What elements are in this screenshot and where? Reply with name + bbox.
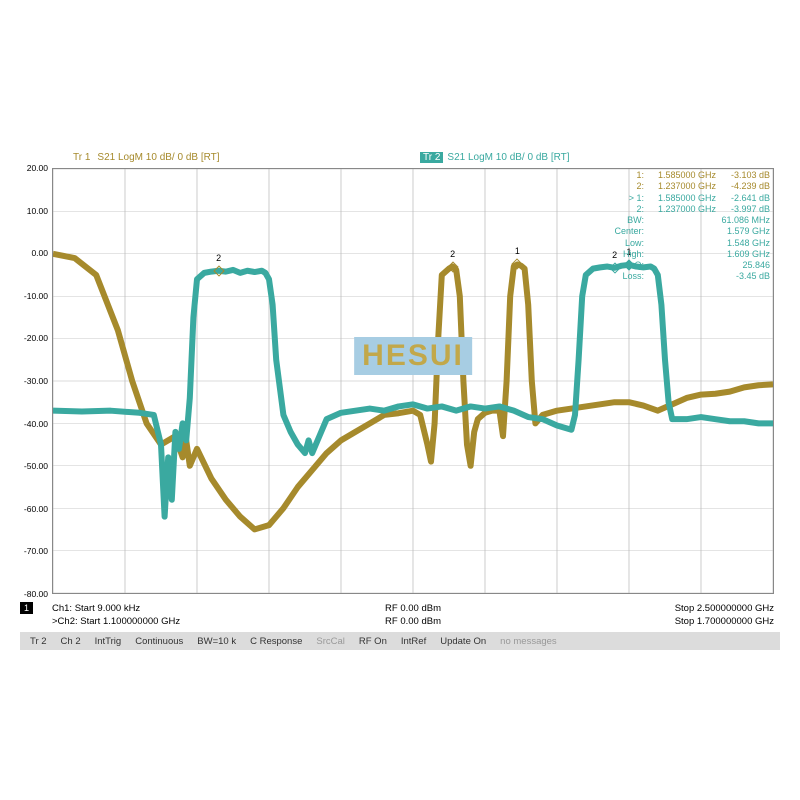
status-item[interactable]: BW=10 k <box>197 636 236 647</box>
ch1-stop: Stop 2.500000000 GHz <box>675 603 774 614</box>
y-tick-label: 0.00 <box>31 248 48 258</box>
y-tick-label: -30.00 <box>24 376 48 386</box>
y-tick-label: -80.00 <box>24 589 48 599</box>
marker-row: Q:25.846 <box>604 260 770 271</box>
status-messages: no messages <box>500 636 557 647</box>
marker-row: Center:1.579 GHz <box>604 226 770 237</box>
y-tick-label: -10.00 <box>24 291 48 301</box>
y-tick-label: -20.00 <box>24 333 48 343</box>
channel-tag: 1 <box>20 602 33 614</box>
trace1-header: Tr 1 S21 LogM 10 dB/ 0 dB [RT] <box>70 152 220 163</box>
marker-row: Low:1.548 GHz <box>604 238 770 249</box>
marker-row: 2:1.237000 GHz-3.997 dB <box>604 204 770 215</box>
y-tick-label: -50.00 <box>24 461 48 471</box>
status-item[interactable]: Continuous <box>135 636 183 647</box>
axis-footer: Ch1: Start 9.000 kHz RF 0.00 dBm Stop 2.… <box>52 602 774 628</box>
y-tick-label: -40.00 <box>24 419 48 429</box>
marker-row: > 1:1.585000 GHz-2.641 dB <box>604 193 770 204</box>
y-tick-label: -70.00 <box>24 546 48 556</box>
status-item[interactable]: IntRef <box>401 636 426 647</box>
ch2-start: >Ch2: Start 1.100000000 GHz <box>52 616 180 627</box>
ch2-stop: Stop 1.700000000 GHz <box>675 616 774 627</box>
marker-row: 2:1.237000 GHz-4.239 dB <box>604 181 770 192</box>
status-item[interactable]: C Response <box>250 636 302 647</box>
ch1-start: Ch1: Start 9.000 kHz <box>52 603 140 614</box>
status-item[interactable]: Update On <box>440 636 486 647</box>
status-item-disabled: SrcCal <box>316 636 345 647</box>
trace2-label: Tr 2 <box>420 152 443 163</box>
trace2-desc: S21 LogM 10 dB/ 0 dB [RT] <box>447 152 569 163</box>
watermark: HESUI <box>354 337 472 375</box>
marker-table: 1:1.585000 GHz-3.103 dB2:1.237000 GHz-4.… <box>604 170 770 283</box>
status-item[interactable]: Ch 2 <box>61 636 81 647</box>
status-item[interactable]: RF On <box>359 636 387 647</box>
status-bar: Tr 2 Ch 2 IntTrig Continuous BW=10 k C Respon… <box>20 632 780 650</box>
vna-screenshot: Tr 1 S21 LogM 10 dB/ 0 dB [RT] Tr 2 S21 … <box>20 150 780 650</box>
y-tick-label: 10.00 <box>27 206 48 216</box>
trace1-label: Tr 1 <box>70 152 93 163</box>
status-item[interactable]: Tr 2 <box>30 636 47 647</box>
y-axis-labels: 20.0010.000.00-10.00-20.00-30.00-40.00-5… <box>22 168 50 594</box>
marker-row: BW:61.086 MHz <box>604 215 770 226</box>
marker-row: 1:1.585000 GHz-3.103 dB <box>604 170 770 181</box>
trace2-header: Tr 2 S21 LogM 10 dB/ 0 dB [RT] <box>420 152 570 163</box>
marker-row: High:1.609 GHz <box>604 249 770 260</box>
status-item[interactable]: IntTrig <box>95 636 122 647</box>
ch1-rf: RF 0.00 dBm <box>385 603 441 614</box>
marker-row: Loss:-3.45 dB <box>604 271 770 282</box>
ch2-rf: RF 0.00 dBm <box>385 616 441 627</box>
y-tick-label: -60.00 <box>24 504 48 514</box>
trace1-desc: S21 LogM 10 dB/ 0 dB [RT] <box>97 152 219 163</box>
y-tick-label: 20.00 <box>27 163 48 173</box>
